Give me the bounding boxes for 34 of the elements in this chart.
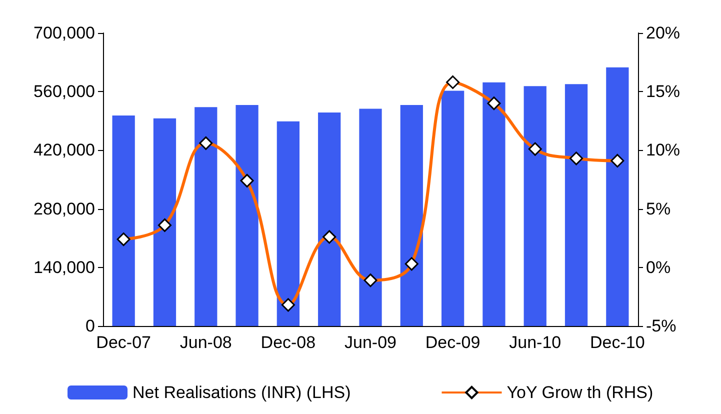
y2-tick-label: -5%: [646, 316, 676, 336]
bar: [400, 104, 423, 326]
x-tick-label: Dec-10: [590, 333, 645, 352]
bar: [606, 67, 629, 326]
bar: [482, 82, 506, 326]
bar: [194, 107, 218, 326]
y2-tick-label: 10%: [646, 140, 680, 160]
bar: [236, 104, 258, 326]
y-tick-label: 560,000: [34, 82, 95, 102]
legend-label: Net Realisations (INR) (LHS): [132, 383, 351, 402]
bar: [318, 112, 341, 326]
bar: [112, 115, 135, 326]
y-tick-label: 700,000: [34, 24, 95, 42]
y-tick-label: 280,000: [34, 199, 95, 218]
legend-label: YoY Grow th (RHS): [506, 383, 654, 402]
x-tick-label: Dec-09: [425, 333, 480, 352]
y-tick-label: 0: [86, 316, 95, 336]
bar: [524, 86, 546, 326]
bar: [441, 90, 464, 326]
x-tick-label: Jun-10: [509, 333, 562, 352]
y2-tick-label: 0%: [646, 258, 671, 277]
x-tick-label: Jun-08: [180, 333, 232, 352]
bar: [276, 121, 300, 326]
y2-tick-label: 15%: [646, 82, 680, 102]
y-tick-label: 420,000: [34, 140, 95, 160]
y2-tick-label: 20%: [646, 24, 680, 42]
x-tick-label: Dec-08: [260, 333, 316, 352]
x-tick-label: Jun-09: [344, 333, 396, 352]
bar: [359, 108, 382, 326]
x-tick-label: Dec-07: [96, 333, 151, 352]
y-tick-label: 140,000: [34, 258, 95, 277]
bar: [153, 118, 176, 326]
bar: [564, 84, 588, 326]
y2-tick-label: 5%: [646, 199, 671, 218]
